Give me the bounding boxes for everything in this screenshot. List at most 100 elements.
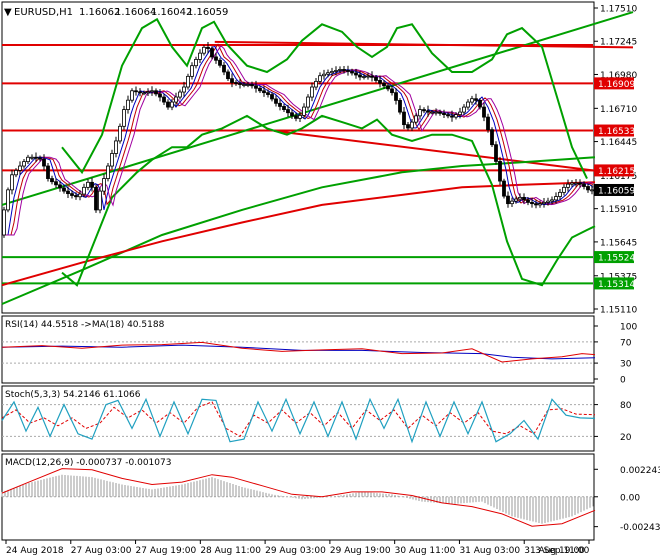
candle-body xyxy=(30,156,34,159)
candle-body xyxy=(518,196,522,200)
candle-body xyxy=(242,84,246,86)
price-title: ▼ EURUSD,H1 1.16062 1.16064 1.16042 1.16… xyxy=(4,7,228,18)
candle-body xyxy=(578,182,582,185)
candle-body xyxy=(66,190,70,195)
level-price-tag xyxy=(594,164,634,177)
price-ytick-label: 1.15110 xyxy=(600,306,637,316)
time-tick-label: 27 Aug 19:00 xyxy=(136,546,197,556)
candle-body xyxy=(522,196,526,201)
candle-body xyxy=(98,190,102,211)
candle-body xyxy=(90,181,94,188)
candle-body xyxy=(214,56,218,61)
pane-frame-1 xyxy=(1,315,595,384)
candle-body xyxy=(266,92,270,95)
level-price-tag-text: 1.16909 xyxy=(598,80,635,90)
macd-pane: 0.002243 0.00 -0.002437 xyxy=(1,466,660,533)
macd-title: MACD(12,26,9) -0.000737 -0.001073 xyxy=(5,458,171,468)
rsi-ytick-label: 30 xyxy=(620,360,632,370)
candle-body xyxy=(18,165,22,171)
candle-body xyxy=(370,75,374,78)
candle-body xyxy=(2,209,6,236)
candle-body xyxy=(10,174,14,191)
time-tick-label: 31 Aug 03:00 xyxy=(459,546,520,556)
candle-body xyxy=(50,178,54,183)
candle-body xyxy=(230,78,234,83)
candle-body xyxy=(410,121,414,129)
candle-body xyxy=(590,189,594,192)
candle-body xyxy=(394,92,398,101)
ohlc-close: 1.16059 xyxy=(187,7,228,18)
candle-body xyxy=(74,195,78,198)
level-price-tag-text: 1.15524 xyxy=(598,254,635,264)
candle-body xyxy=(554,196,558,201)
candle-body xyxy=(310,86,314,98)
candle-body xyxy=(138,91,142,94)
candle-body xyxy=(146,91,150,94)
candle-body xyxy=(450,115,454,118)
candle-body xyxy=(386,85,390,90)
ma-red-line xyxy=(1,181,596,287)
rsi-ma-line xyxy=(1,344,596,360)
rsi-ytick-label: 100 xyxy=(620,323,637,333)
candle-body xyxy=(326,72,330,75)
candle-body xyxy=(122,109,126,127)
candle-body xyxy=(294,115,298,119)
candle-body xyxy=(126,99,130,110)
candle-body xyxy=(438,111,442,114)
level-price-tag-text: 1.16215 xyxy=(598,167,635,177)
candle-body xyxy=(566,183,570,188)
candle-body xyxy=(546,200,550,203)
price-ytick-label: 1.15375 xyxy=(600,272,637,282)
candle-body xyxy=(414,115,418,123)
candle-body xyxy=(354,72,358,76)
candle-body xyxy=(290,112,294,117)
candle-body xyxy=(350,71,354,74)
candle-body xyxy=(70,193,74,196)
candle-body xyxy=(330,71,334,74)
candle-body xyxy=(542,201,546,205)
candle-body xyxy=(478,99,482,108)
candle-body xyxy=(442,112,446,116)
time-tick-label: 27 Aug 03:00 xyxy=(71,546,132,556)
candle-body xyxy=(134,90,138,93)
candle-body xyxy=(466,101,470,108)
candle-body xyxy=(206,46,210,49)
bollinger-lower-line xyxy=(61,114,596,287)
candle-body xyxy=(586,186,590,191)
candle-body xyxy=(558,191,562,197)
candle-body xyxy=(286,109,290,114)
rsi-ytick-label: 0 xyxy=(620,376,626,386)
candle-body xyxy=(490,129,494,146)
ohlc-high: 1.16064 xyxy=(115,7,156,18)
candle-body xyxy=(270,94,274,100)
candle-body xyxy=(434,111,438,114)
candle-body xyxy=(382,82,386,87)
current-price-tag xyxy=(594,183,634,196)
candle-body xyxy=(234,82,238,84)
candle-body xyxy=(154,90,158,95)
candle-body xyxy=(102,178,106,192)
price-ytick-label: 1.16175 xyxy=(600,172,637,182)
trendline xyxy=(214,40,634,49)
time-tick-label: 29 Aug 03:00 xyxy=(265,546,326,556)
candle-body xyxy=(210,48,214,58)
macd-signal-line xyxy=(1,468,596,527)
rsi-title: RSI(14) 44.5518 ->MA(18) 40.5188 xyxy=(5,320,165,330)
ma-short-red-line xyxy=(2,43,594,236)
candle-body xyxy=(426,110,430,113)
ma-green-line xyxy=(1,156,596,305)
candle-body xyxy=(198,52,202,60)
candle-body xyxy=(246,84,250,86)
bollinger-upper-line xyxy=(61,17,588,180)
candle-body xyxy=(510,200,514,205)
candle-body xyxy=(482,106,486,118)
trendline xyxy=(273,129,634,177)
symbol-icon: ▼ xyxy=(4,7,12,18)
candle-body xyxy=(458,111,462,116)
macd-ytick-label: -0.002437 xyxy=(620,523,660,533)
price-ytick-label: 1.16710 xyxy=(600,105,637,115)
stoch-pane: 80 20 xyxy=(1,397,632,444)
rsi-ytick-label: 70 xyxy=(620,338,632,348)
candle-body xyxy=(26,156,30,163)
candle-body xyxy=(454,114,458,118)
